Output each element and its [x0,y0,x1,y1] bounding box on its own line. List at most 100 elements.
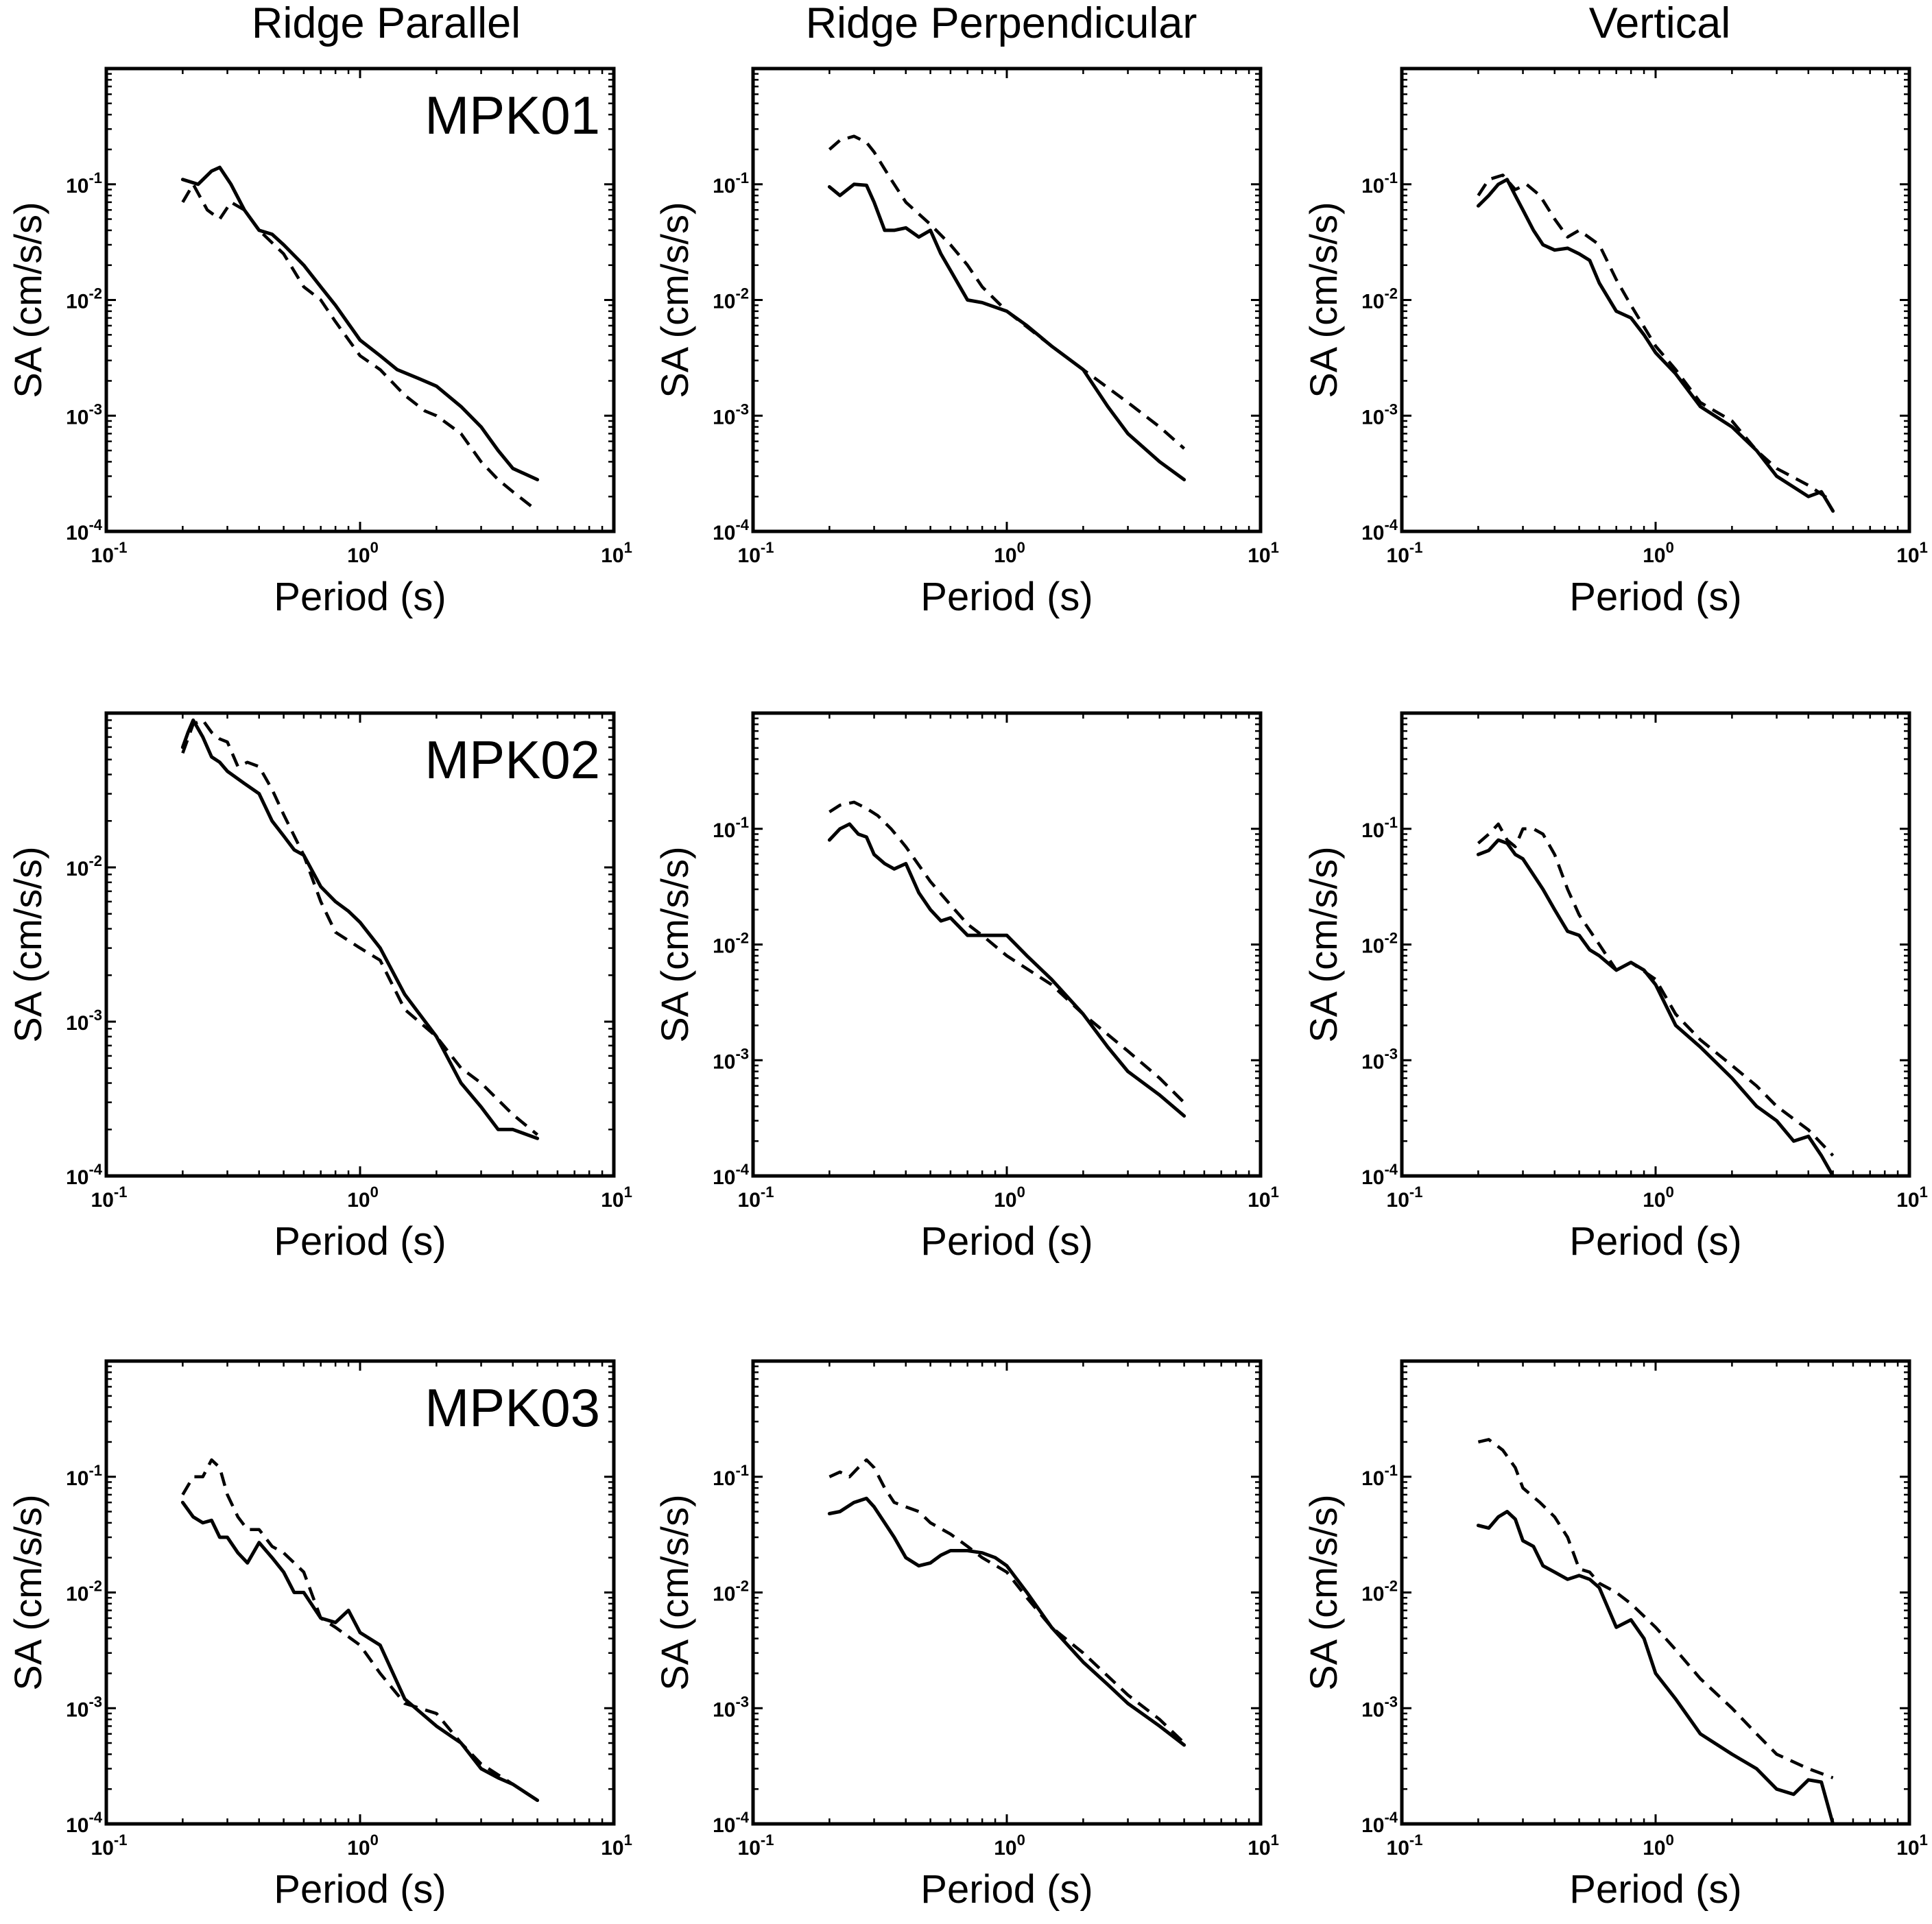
y-tick-label: 10-1 [1361,814,1398,842]
x-tick-label: 10-1 [1387,1183,1423,1212]
panel-r2-ridge-perpendicular: 10-1 100 101 10-4 10-3 10-2 10-1 Period (s) SA (… [653,711,1279,1264]
x-tick-label: 101 [1896,1183,1928,1212]
panel-r1-ridge-perpendicular: 10-1 100 101 10-4 10-3 10-2 10-1 Period (s) SA (… [653,67,1279,619]
series-solid-line [827,822,1186,1118]
x-axis-label: Period (s) [1569,575,1741,619]
x-tick-label: 101 [1248,1183,1279,1212]
panel-r3-ridge-perpendicular: 10-1 100 101 10-4 10-3 10-2 10-1 Period (s) SA (… [653,1359,1279,1912]
series-solid-line [1476,1510,1835,1826]
panel-r1-vertical: 10-1 100 101 10-4 10-3 10-2 10-1 Period (s) SA (… [1302,67,1928,619]
x-axis-label: Period (s) [920,1219,1093,1264]
y-tick-label: 10-4 [1361,1161,1398,1189]
y-tick-label: 10-1 [713,1462,749,1490]
panel-grid: 10-1 100 101 10-4 10-3 10-2 10-1 Period (s) SA (… [6,67,1928,1912]
axes-frame [104,1359,616,1826]
y-tick-label: 10-4 [1361,516,1398,544]
x-tick-label: 10-1 [738,1831,774,1860]
y-axis-label: SA (cm/s/s) [653,202,696,398]
y-tick-label: 10-1 [713,814,749,842]
x-axis-label: Period (s) [1569,1867,1741,1912]
x-tick-label: 101 [1248,1831,1279,1860]
x-axis-label: Period (s) [920,1867,1093,1912]
x-axis-label: Period (s) [920,575,1093,619]
x-axis-label: Period (s) [1569,1219,1741,1264]
x-tick-label: 10-1 [738,1183,774,1212]
y-tick-label: 10-3 [713,1045,749,1073]
x-tick-label: 100 [994,1831,1025,1860]
station-label: MPK03 [425,1378,600,1438]
x-axis-label: Period (s) [274,1219,446,1264]
y-tick-label: 10-2 [713,930,749,958]
y-tick-label: 10-4 [66,1161,103,1189]
y-axis-label: SA (cm/s/s) [653,1494,696,1690]
axes-frame [751,67,1263,533]
y-axis-label: SA (cm/s/s) [6,202,49,398]
x-tick-label: 10-1 [1387,539,1423,567]
x-tick-label: 100 [994,1183,1025,1212]
y-tick-label: 10-3 [66,400,102,429]
y-tick-label: 10-3 [1361,1693,1398,1721]
y-tick-label: 10-3 [66,1693,102,1721]
y-tick-label: 10-3 [1361,400,1398,429]
x-tick-label: 10-1 [1387,1831,1423,1860]
series-solid-line [827,1496,1186,1747]
y-tick-label: 10-4 [713,1809,750,1837]
x-tick-label: 100 [994,539,1025,567]
y-axis-label: SA (cm/s/s) [1302,846,1345,1042]
column-title-ridge-parallel: Ridge Parallel [252,0,521,47]
y-tick-label: 10-3 [1361,1045,1398,1073]
y-tick-label: 10-4 [713,516,750,544]
series-dashed-line [828,800,1186,1104]
column-title-ridge-perpendicular: Ridge Perpendicular [806,0,1197,47]
y-tick-label: 10-2 [713,285,749,313]
y-tick-label: 10-4 [713,1161,750,1189]
y-axis-label: SA (cm/s/s) [6,1494,49,1690]
x-tick-label: 10-1 [91,539,128,567]
y-tick-label: 10-1 [1361,169,1398,197]
y-tick-label: 10-1 [713,169,749,197]
y-tick-label: 10-2 [1361,1578,1398,1606]
series-dashed-line [1477,822,1835,1157]
series-solid-line [1476,838,1835,1178]
panel-r2-vertical: 10-1 100 101 10-4 10-3 10-2 10-1 Period (s) SA (… [1302,711,1928,1264]
panel-r3-ridge-parallel: 10-1 100 101 10-4 10-3 10-2 10-1 Period (s) SA (… [6,1359,632,1912]
y-axis-label: SA (cm/s/s) [1302,1494,1345,1690]
x-tick-label: 101 [1248,539,1279,567]
axes-frame [1400,711,1911,1178]
series-solid-line [827,182,1186,481]
x-tick-label: 100 [1643,1831,1674,1860]
y-tick-label: 10-2 [66,1578,102,1606]
y-tick-label: 10-2 [1361,285,1398,313]
axes-frame [1400,1359,1911,1826]
y-tick-label: 10-4 [66,516,103,544]
x-axis-label: Period (s) [274,1867,446,1912]
x-tick-label: 101 [601,1183,632,1212]
x-tick-label: 10-1 [738,539,774,567]
x-tick-label: 100 [347,1831,379,1860]
y-tick-label: 10-4 [66,1809,103,1837]
x-tick-label: 101 [601,1831,632,1860]
series-dashed-line [1477,1438,1834,1779]
panel-r2-ridge-parallel: 10-1 100 101 10-4 10-3 10-2 Period (s) SA (cm/s… [6,711,632,1264]
y-axis-label: SA (cm/s/s) [653,846,696,1042]
y-axis-label: SA (cm/s/s) [6,846,49,1042]
station-label: MPK02 [425,730,600,790]
y-tick-label: 10-3 [713,400,749,429]
x-tick-label: 100 [347,539,379,567]
series-dashed-line [828,134,1186,450]
panel-r1-ridge-parallel: 10-1 100 101 10-4 10-3 10-2 10-1 Period (s) SA (… [6,67,632,619]
x-tick-label: 100 [347,1183,379,1212]
x-tick-label: 101 [1896,539,1928,567]
axes-frame [1400,67,1911,533]
series-dashed-line [181,1458,538,1802]
y-tick-label: 10-3 [713,1693,749,1721]
series-dashed-line [828,1458,1186,1744]
axes-frame [751,1359,1263,1826]
x-tick-label: 10-1 [91,1831,128,1860]
y-tick-label: 10-2 [66,285,102,313]
axes-frame [751,711,1263,1178]
x-tick-label: 10-1 [91,1183,128,1212]
y-tick-label: 10-2 [1361,930,1398,958]
x-tick-label: 100 [1643,539,1674,567]
